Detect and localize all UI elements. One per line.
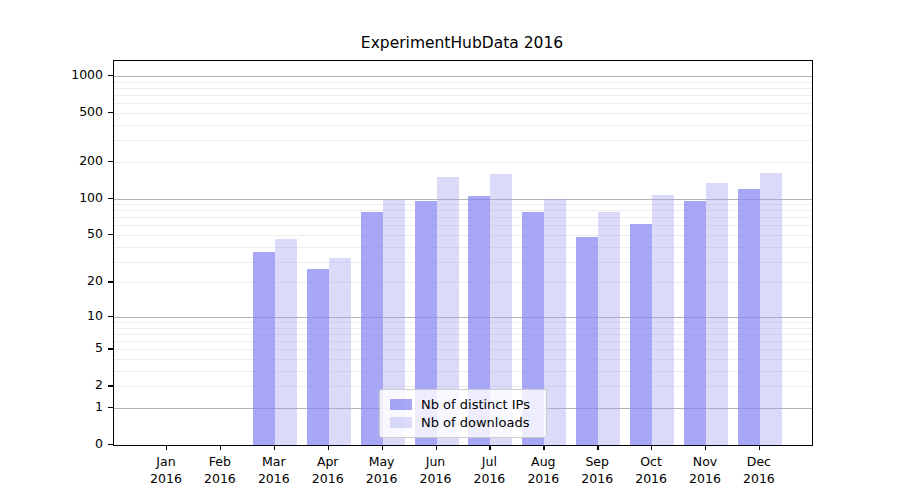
y-tick-label-20: 20 xyxy=(13,273,103,289)
bar-mar-distinct-ips xyxy=(253,252,275,445)
x-tick-mark-jun xyxy=(436,445,437,450)
bar-sep-downloads xyxy=(598,212,620,445)
minor-gridline-700 xyxy=(114,95,812,96)
bar-dec-downloads xyxy=(760,173,782,445)
y-tick-label-2: 2 xyxy=(13,377,103,393)
y-tick-mark-1000 xyxy=(108,75,113,76)
x-tick-mark-apr xyxy=(328,445,329,450)
bar-dec-distinct-ips xyxy=(738,189,760,445)
x-tick-mark-jul xyxy=(489,445,490,450)
y-tick-mark-10 xyxy=(108,316,113,317)
y-tick-label-1000: 1000 xyxy=(13,67,103,83)
bar-apr-distinct-ips xyxy=(307,269,329,445)
x-tick-label-dec: Dec2016 xyxy=(729,454,789,487)
x-tick-mark-may xyxy=(382,445,383,450)
y-tick-label-500: 500 xyxy=(13,104,103,120)
y-tick-label-0: 0 xyxy=(13,436,103,452)
x-tick-mark-dec xyxy=(759,445,760,450)
y-tick-label-1: 1 xyxy=(13,399,103,415)
minor-gridline-300 xyxy=(114,140,812,141)
x-tick-mark-jan xyxy=(166,445,167,450)
x-tick-label-jan: Jan2016 xyxy=(136,454,196,487)
x-tick-label-feb: Feb2016 xyxy=(190,454,250,487)
x-tick-label-jul: Jul2016 xyxy=(459,454,519,487)
x-tick-label-apr: Apr2016 xyxy=(298,454,358,487)
bar-apr-downloads xyxy=(329,258,351,445)
y-tick-label-100: 100 xyxy=(13,190,103,206)
bar-oct-downloads xyxy=(652,195,674,445)
x-tick-mark-sep xyxy=(597,445,598,450)
legend-swatch-distinct-ips xyxy=(390,399,412,410)
minor-gridline-200 xyxy=(114,162,812,163)
legend-label-distinct-ips: Nb of distinct IPs xyxy=(421,397,530,412)
y-tick-label-50: 50 xyxy=(13,226,103,242)
x-tick-label-sep: Sep2016 xyxy=(567,454,627,487)
figure: ExperimentHubData 2016 Nb of distinct IP… xyxy=(0,0,900,500)
legend-entry-distinct-ips: Nb of distinct IPs xyxy=(390,396,536,414)
x-tick-label-jun: Jun2016 xyxy=(406,454,466,487)
bar-nov-downloads xyxy=(706,183,728,445)
y-tick-mark-5 xyxy=(108,348,113,349)
x-tick-label-nov: Nov2016 xyxy=(675,454,735,487)
y-tick-mark-100 xyxy=(108,198,113,199)
y-tick-label-10: 10 xyxy=(13,308,103,324)
plot-area: Nb of distinct IPs Nb of downloads xyxy=(113,60,813,446)
x-tick-label-aug: Aug2016 xyxy=(513,454,573,487)
x-axis: Jan2016Feb2016Mar2016Apr2016May2016Jun20… xyxy=(113,445,811,500)
minor-gridline-600 xyxy=(114,103,812,104)
bar-aug-downloads xyxy=(544,199,566,445)
legend: Nb of distinct IPs Nb of downloads xyxy=(379,389,547,438)
bar-nov-distinct-ips xyxy=(684,201,706,445)
bar-mar-downloads xyxy=(275,239,297,445)
x-tick-label-oct: Oct2016 xyxy=(621,454,681,487)
x-tick-mark-oct xyxy=(651,445,652,450)
x-tick-label-may: May2016 xyxy=(352,454,412,487)
x-tick-mark-nov xyxy=(705,445,706,450)
y-axis: 01251020501002005001000 xyxy=(0,60,113,444)
y-tick-label-200: 200 xyxy=(13,153,103,169)
minor-gridline-400 xyxy=(114,125,812,126)
legend-label-downloads: Nb of downloads xyxy=(421,415,529,430)
y-tick-label-5: 5 xyxy=(13,340,103,356)
y-tick-mark-1 xyxy=(108,407,113,408)
y-tick-mark-50 xyxy=(108,234,113,235)
bar-sep-distinct-ips xyxy=(576,237,598,445)
chart-title: ExperimentHubData 2016 xyxy=(113,34,811,52)
x-tick-label-mar: Mar2016 xyxy=(244,454,304,487)
y-tick-mark-20 xyxy=(108,281,113,282)
minor-gridline-800 xyxy=(114,88,812,89)
minor-gridline-900 xyxy=(114,82,812,83)
bar-oct-distinct-ips xyxy=(630,224,652,445)
legend-entry-downloads: Nb of downloads xyxy=(390,414,536,432)
x-tick-mark-feb xyxy=(220,445,221,450)
minor-gridline-500 xyxy=(114,113,812,114)
y-tick-mark-500 xyxy=(108,112,113,113)
x-tick-mark-mar xyxy=(274,445,275,450)
x-tick-mark-aug xyxy=(543,445,544,450)
y-tick-mark-2 xyxy=(108,385,113,386)
major-gridline-1000 xyxy=(114,76,812,77)
y-tick-mark-200 xyxy=(108,161,113,162)
legend-swatch-downloads xyxy=(390,417,412,428)
